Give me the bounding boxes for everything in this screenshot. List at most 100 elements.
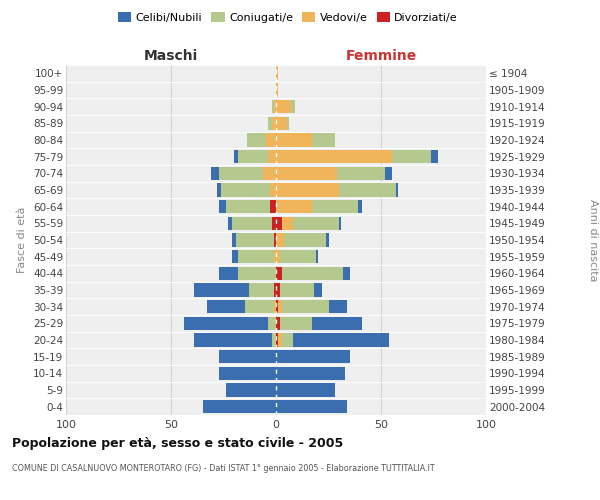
Bar <box>232 250 238 264</box>
Bar <box>392 150 431 164</box>
Bar <box>293 216 339 230</box>
Bar <box>274 284 276 296</box>
Bar <box>184 316 268 330</box>
Bar <box>274 100 276 114</box>
Bar <box>276 216 283 230</box>
Bar <box>276 400 347 413</box>
Bar <box>226 384 276 396</box>
Bar <box>263 166 276 180</box>
Bar <box>316 250 318 264</box>
Bar <box>272 334 276 346</box>
Bar <box>276 84 278 96</box>
Bar <box>228 216 232 230</box>
Bar <box>272 216 276 230</box>
Bar <box>283 266 343 280</box>
Bar <box>194 284 249 296</box>
Bar <box>278 334 283 346</box>
Bar <box>276 184 339 196</box>
Bar <box>276 334 278 346</box>
Bar <box>283 300 329 314</box>
Bar <box>238 250 274 264</box>
Bar <box>358 200 362 213</box>
Bar <box>270 184 276 196</box>
Text: COMUNE DI CASALNUOVO MONTEROTARO (FG) - Dati ISTAT 1° gennaio 2005 - Elaborazion: COMUNE DI CASALNUOVO MONTEROTARO (FG) - … <box>12 464 434 473</box>
Bar <box>268 150 276 164</box>
Bar <box>312 200 358 213</box>
Bar <box>343 266 349 280</box>
Y-axis label: Anni di nascita: Anni di nascita <box>589 198 598 281</box>
Bar <box>221 184 270 196</box>
Bar <box>265 134 276 146</box>
Text: Maschi: Maschi <box>144 48 198 62</box>
Bar <box>194 334 272 346</box>
Bar <box>220 200 226 213</box>
Bar <box>276 350 349 364</box>
Bar <box>284 234 326 246</box>
Bar <box>206 300 245 314</box>
Bar <box>385 166 392 180</box>
Bar <box>283 216 293 230</box>
Bar <box>220 366 276 380</box>
Bar <box>245 300 274 314</box>
Bar <box>247 134 265 146</box>
Text: Femmine: Femmine <box>346 48 416 62</box>
Bar <box>276 250 280 264</box>
Bar <box>232 216 272 230</box>
Bar <box>337 166 385 180</box>
Bar <box>272 100 274 114</box>
Bar <box>314 284 322 296</box>
Bar <box>431 150 438 164</box>
Legend: Celibi/Nubili, Coniugati/e, Vedovi/e, Divorziati/e: Celibi/Nubili, Coniugati/e, Vedovi/e, Di… <box>113 8 463 28</box>
Bar <box>276 300 278 314</box>
Bar <box>278 300 283 314</box>
Bar <box>396 184 398 196</box>
Bar <box>276 134 312 146</box>
Bar <box>276 200 312 213</box>
Text: Popolazione per età, sesso e stato civile - 2005: Popolazione per età, sesso e stato civil… <box>12 438 343 450</box>
Bar <box>326 234 329 246</box>
Bar <box>268 316 276 330</box>
Bar <box>274 234 276 246</box>
Bar <box>276 150 392 164</box>
Bar <box>276 100 290 114</box>
Bar <box>312 316 362 330</box>
Bar <box>272 116 276 130</box>
Bar <box>276 284 280 296</box>
Bar <box>280 284 314 296</box>
Bar <box>312 134 335 146</box>
Bar <box>211 166 220 180</box>
Bar <box>276 66 278 80</box>
Bar <box>276 384 335 396</box>
Bar <box>217 184 221 196</box>
Bar <box>220 166 263 180</box>
Bar <box>226 200 270 213</box>
Bar <box>236 234 274 246</box>
Bar <box>280 250 316 264</box>
Bar <box>238 150 268 164</box>
Bar <box>274 250 276 264</box>
Bar <box>287 116 289 130</box>
Bar <box>276 116 287 130</box>
Bar <box>276 366 346 380</box>
Bar <box>339 184 396 196</box>
Bar <box>234 150 238 164</box>
Bar <box>203 400 276 413</box>
Bar <box>268 116 272 130</box>
Bar <box>329 300 347 314</box>
Bar <box>280 316 312 330</box>
Bar <box>276 166 337 180</box>
Bar <box>290 100 295 114</box>
Bar <box>276 266 283 280</box>
Y-axis label: Fasce di età: Fasce di età <box>17 207 28 273</box>
Bar <box>276 234 284 246</box>
Bar <box>274 300 276 314</box>
Bar <box>276 316 280 330</box>
Bar <box>283 334 293 346</box>
Bar <box>220 350 276 364</box>
Bar <box>249 284 274 296</box>
Bar <box>238 266 276 280</box>
Bar <box>232 234 236 246</box>
Bar <box>339 216 341 230</box>
Bar <box>293 334 389 346</box>
Bar <box>270 200 276 213</box>
